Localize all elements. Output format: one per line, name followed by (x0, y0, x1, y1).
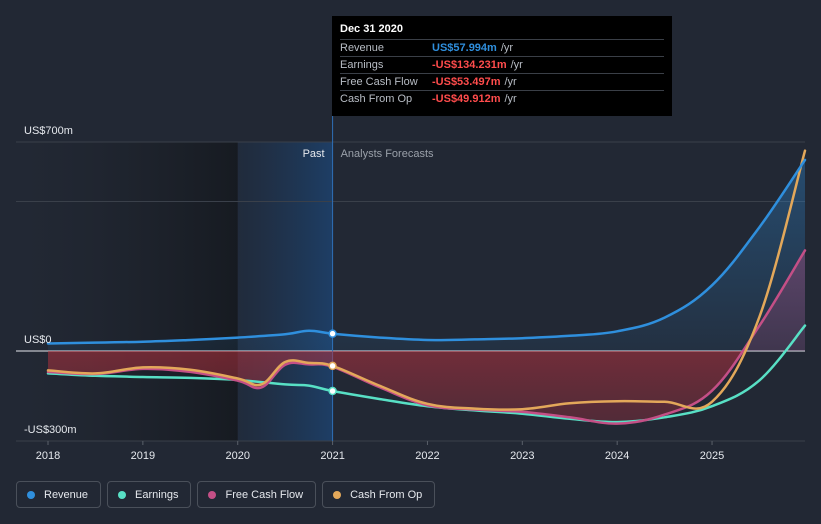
past-label: Past (303, 148, 325, 160)
x-tick-label: 2018 (36, 450, 60, 462)
point-revenue (328, 329, 337, 338)
legend-item-cash-from-op[interactable]: Cash From Op (322, 481, 436, 508)
tooltip-row-free-cash-flow: Free Cash Flow -US$53.497m /yr (340, 73, 664, 90)
x-tick-label: 2025 (700, 450, 724, 462)
tooltip-unit: /yr (504, 93, 517, 105)
tooltip-unit: /yr (500, 42, 514, 54)
series-line-free-cash-flow (46, 249, 807, 425)
y-tick-label: US$700m (24, 125, 73, 137)
tooltip-row-cash-from-op: Cash From Op -US$49.912m /yr (340, 90, 664, 107)
tooltip-date: Dec 31 2020 (340, 23, 403, 35)
tooltip-value: -US$134.231m (432, 59, 507, 71)
legend-dot-icon (27, 490, 35, 499)
y-tick-label: -US$300m (24, 424, 77, 436)
tooltip-label: Free Cash Flow (340, 76, 418, 88)
y-tick-label: US$0 (24, 334, 52, 346)
legend-label: Revenue (44, 488, 89, 501)
legend-label: Earnings (135, 488, 179, 501)
tooltip-row-revenue: Revenue US$57.994m /yr (340, 39, 664, 56)
x-tick-label: 2021 (320, 450, 344, 462)
data-tooltip: Dec 31 2020 Revenue US$57.994m /yr Earni… (332, 16, 672, 116)
point-earnings (328, 386, 337, 396)
x-tick-label: 2024 (605, 450, 629, 462)
tooltip-value: -US$53.497m (432, 76, 501, 88)
tooltip-label: Revenue (340, 42, 385, 54)
forecast-label: Analysts Forecasts (341, 148, 434, 160)
x-tick-label: 2023 (510, 450, 534, 462)
legend-item-revenue[interactable]: Revenue (16, 481, 102, 508)
series-line-earnings (46, 324, 807, 424)
tooltip-value: US$57.994m (432, 42, 497, 54)
negative-cashflow-area (48, 351, 805, 424)
tooltip-label: Cash From Op (340, 93, 413, 105)
revenue-area (48, 159, 805, 351)
point-cash-from-op (328, 361, 337, 371)
series-line-cash-from-op (46, 149, 807, 411)
tooltip-row-earnings: Earnings -US$134.231m /yr (340, 56, 664, 73)
tooltip-label: Earnings (340, 59, 384, 71)
legend-label: Free Cash Flow (225, 488, 304, 501)
tooltip-unit: /yr (510, 59, 523, 71)
chart-legend: Revenue Earnings Free Cash Flow Cash Fro… (16, 481, 436, 508)
past-shade (16, 142, 238, 441)
legend-item-earnings[interactable]: Earnings (107, 481, 192, 508)
legend-dot-icon (118, 490, 127, 499)
x-tick-label: 2019 (131, 450, 155, 462)
legend-item-free-cash-flow[interactable]: Free Cash Flow (197, 481, 317, 508)
tooltip-value: -US$49.912m (432, 93, 501, 105)
legend-dot-icon (333, 490, 342, 499)
x-tick-label: 2022 (415, 450, 439, 462)
tooltip-unit: /yr (504, 76, 517, 88)
past-highlight-band (237, 142, 333, 441)
legend-label: Cash From Op (350, 488, 423, 501)
legend-dot-icon (208, 490, 217, 499)
series-line-revenue (46, 158, 807, 345)
x-tick-label: 2020 (225, 450, 249, 462)
